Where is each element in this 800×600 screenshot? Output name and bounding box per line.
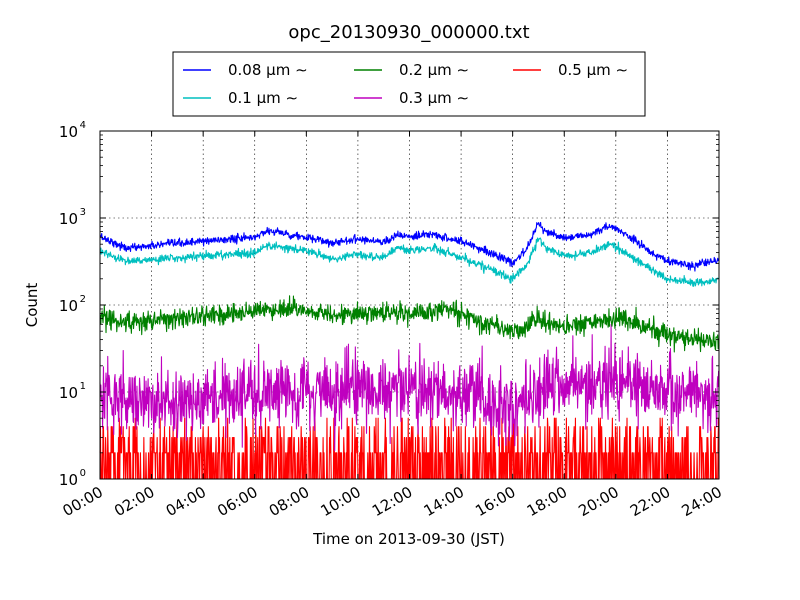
plot-area [99, 130, 720, 480]
legend-box [172, 51, 646, 117]
chart-title: opc_20130930_000000.txt [288, 22, 529, 43]
y-tick-label: 10 3 [59, 207, 86, 228]
y-tick-label: 10 4 [59, 120, 86, 141]
legend-label: 0.2 μm ∼ [399, 61, 469, 79]
axis-ticks [99, 130, 720, 480]
y-tick-base: 10 [59, 123, 78, 141]
y-tick-label: 10 2 [59, 294, 86, 315]
y-tick-label: 10 1 [59, 381, 86, 402]
y-tick-base: 10 [59, 297, 78, 315]
legend-label: 0.5 μm ∼ [558, 61, 628, 79]
y-tick-exponent: 3 [80, 207, 86, 218]
legend-entry: 0.3 μm ∼ [354, 89, 469, 107]
y-tick-exponent: 4 [80, 120, 86, 131]
legend-label: 0.08 μm ∼ [228, 61, 308, 79]
y-tick-exponent: 0 [80, 468, 86, 479]
y-tick-base: 10 [59, 384, 78, 402]
legend-label: 0.1 μm ∼ [228, 89, 298, 107]
legend-label: 0.3 μm ∼ [399, 89, 469, 107]
y-axis-label: Count [23, 283, 41, 328]
y-tick-exponent: 2 [80, 294, 86, 305]
legend-entry: 0.08 μm ∼ [183, 61, 308, 79]
y-tick-exponent: 1 [80, 381, 86, 392]
legend: 0.08 μm ∼ 0.1 μm ∼ 0.2 μm ∼ 0.3 μm ∼ 0.5 μm … [172, 51, 646, 117]
series-group [99, 221, 720, 480]
series-line [99, 323, 720, 452]
series-line [99, 417, 720, 480]
legend-entry: 0.1 μm ∼ [183, 89, 298, 107]
legend-entry: 0.5 μm ∼ [513, 61, 628, 79]
series-line [99, 295, 720, 353]
y-tick-base: 10 [59, 471, 78, 489]
y-tick-label: 10 0 [59, 468, 86, 489]
series-line [99, 221, 720, 272]
y-tick-base: 10 [59, 210, 78, 228]
legend-entry: 0.2 μm ∼ [354, 61, 469, 79]
series-line [99, 237, 720, 287]
x-axis-label: Time on 2013-09-30 (JST) [312, 530, 505, 548]
